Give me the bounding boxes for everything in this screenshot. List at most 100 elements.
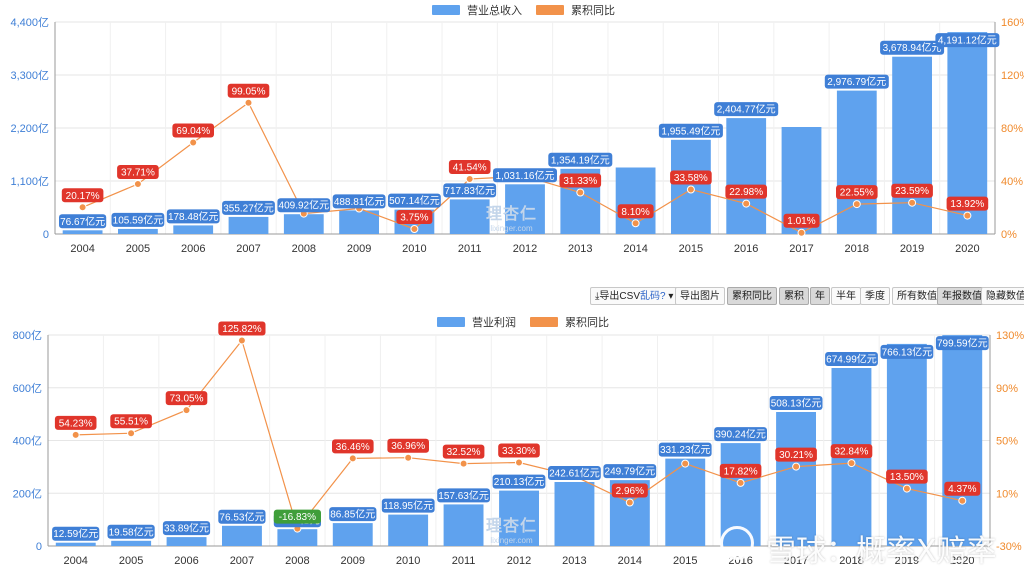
revenue-bar-label: 105.59亿元 [111,212,165,227]
revenue-xtick: 2020 [955,243,979,255]
revenue-ytick-right: 160% [1001,17,1024,29]
profit-ytick-right: 10% [996,488,1018,500]
revenue-line-label-bg [783,213,820,228]
profit-line-point [127,429,136,438]
profit-bar-label-bg [492,474,546,489]
revenue-bar-label-bg [388,193,441,208]
revenue-bar [118,228,158,234]
profit-bar-label-text: 242.61亿元 [549,467,600,480]
revenue-bar-label-text: 178.48亿元 [168,210,219,223]
profit-line-label: 33.30% [498,443,540,458]
profit-bar-label: 508.13亿元 [769,396,823,410]
profit-bar-label-text: 157.63亿元 [438,489,489,502]
revenue-bar [505,184,545,234]
profit-bar-label-text: 331.23亿元 [660,443,711,456]
period-year-button[interactable]: 年 [810,287,830,305]
revenue-line-point [133,180,142,188]
revenue-bar-label-text: 355.27亿元 [223,201,274,214]
profit-line-label-bg [273,509,321,524]
revenue-bar-label: 178.48亿元 [166,209,220,224]
csv-encoding-link[interactable]: 乱码? [639,291,666,302]
revenue-xtick: 2004 [70,243,94,255]
profit-bar [277,529,318,546]
profit-line-point [515,458,523,467]
profit-bar-label-bg [162,521,211,536]
profit-line-point [902,484,911,493]
profit-line-label: 17.82% [719,463,762,478]
profit-line-label: 32.84% [830,444,873,459]
profit-bar-label-bg [548,466,601,480]
profit-bar-label-text: 33.89亿元 [164,522,209,535]
revenue-bar-label-text: 1,354.19亿元 [551,153,610,166]
revenue-bar [726,118,767,234]
profit-xtick: 2006 [174,555,198,567]
profit-line-label: 54.23% [54,415,97,430]
profit-xtick: 2010 [396,555,420,567]
profit-legend-label-bar: 营业利润 [472,315,516,329]
export-image-button[interactable]: 导出图片 [675,287,725,305]
watermark-sub: lixinger.com [490,224,533,233]
revenue-xtick: 2005 [126,243,150,255]
revenue-bar-label: 1,354.19亿元 [548,152,613,167]
profit-bar-label-bg [935,336,989,351]
cum-yoy-toggle[interactable]: 累积同比 [727,287,777,305]
period-quarter-button[interactable]: 季度 [860,287,890,305]
revenue-bar-label-text: 507.14亿元 [389,194,440,207]
profit-xtick: 2007 [230,555,254,567]
revenue-line-label-text: 22.55% [840,188,874,199]
profit-line-label-bg [218,321,266,336]
profit-bar-label-text: 799.59亿元 [937,337,988,350]
revenue-line-label: 22.98% [725,184,767,199]
revenue-line-label: 31.33% [559,173,602,188]
profit-line-point [459,459,468,468]
all-values-button[interactable]: 所有数值 [892,287,942,305]
profit-bar-label: 766.13亿元 [880,344,934,359]
watermark-main: 理杏仁 [486,518,538,535]
profit-bar-label-text: 508.13亿元 [771,396,822,409]
revenue-line-label: 8.10% [617,204,654,219]
revenue-bar-label-bg [59,214,107,229]
profit-xtick: 2017 [784,555,808,567]
revenue-line-label-text: 33.58% [674,173,708,184]
profit-xtick: 2008 [285,555,309,567]
hide-values-button[interactable]: 隐藏数值 [981,287,1024,305]
profit-line-label-text: -16.83% [279,512,316,523]
profit-ytick-right: 90% [996,383,1018,395]
revenue-line-label-text: 1.01% [787,216,815,227]
profit-line-label: 55.51% [110,414,152,429]
profit-bar-label-text: 12.59亿元 [53,527,98,540]
revenue-legend-label-line: 累积同比 [571,4,615,17]
revenue-line-label-bg [670,170,712,185]
profit-bar-label-text: 674.99亿元 [826,352,877,365]
profit-line-label-bg [775,447,817,462]
profit-line-label: -16.83% [273,509,321,524]
profit-line-point [681,459,690,468]
profit-bar [55,542,96,546]
profit-line-label-text: 32.84% [835,447,869,458]
revenue-legend-swatch-bar [432,5,460,15]
period-half-year-button[interactable]: 半年 [831,287,861,305]
profit-ytick-right: -30% [996,541,1022,553]
revenue-xtick: 2019 [900,243,924,255]
profit-bar-label-text: 249.79亿元 [605,465,656,478]
annual-values-button[interactable]: 年报数值 [937,287,987,305]
revenue-line-label: 41.54% [448,160,491,174]
revenue-bar-label-text: 4,191.12亿元 [938,34,997,47]
export-csv-button[interactable]: ⤓导出CSV乱码? ▾ [590,287,679,305]
revenue-xtick: 2017 [789,243,813,255]
profit-bar-label-text: 86.85亿元 [330,508,375,521]
profit-bar-label: 12.59亿元 [52,526,100,541]
profit-chart: 营业利润 累积同比 0 -30% 200亿 10% 400亿 50% 600亿 90% 800亿 13… [13,315,1024,567]
revenue-line-label-text: 8.10% [621,207,649,218]
profit-bar-label-bg [880,344,934,359]
revenue-xtick: 2016 [734,243,758,255]
profit-bar-label: 157.63亿元 [437,488,490,503]
profit-xtick: 2020 [950,555,974,567]
chevron-down-icon: ▾ [665,291,674,302]
profit-line-point [625,498,634,507]
profit-line-label-text: 2.96% [616,486,644,497]
profit-line-label-bg [332,439,374,454]
cumulative-toggle[interactable]: 累积 [779,287,809,305]
revenue-line-label-bg [172,123,214,138]
profit-xtick: 2014 [618,555,642,567]
